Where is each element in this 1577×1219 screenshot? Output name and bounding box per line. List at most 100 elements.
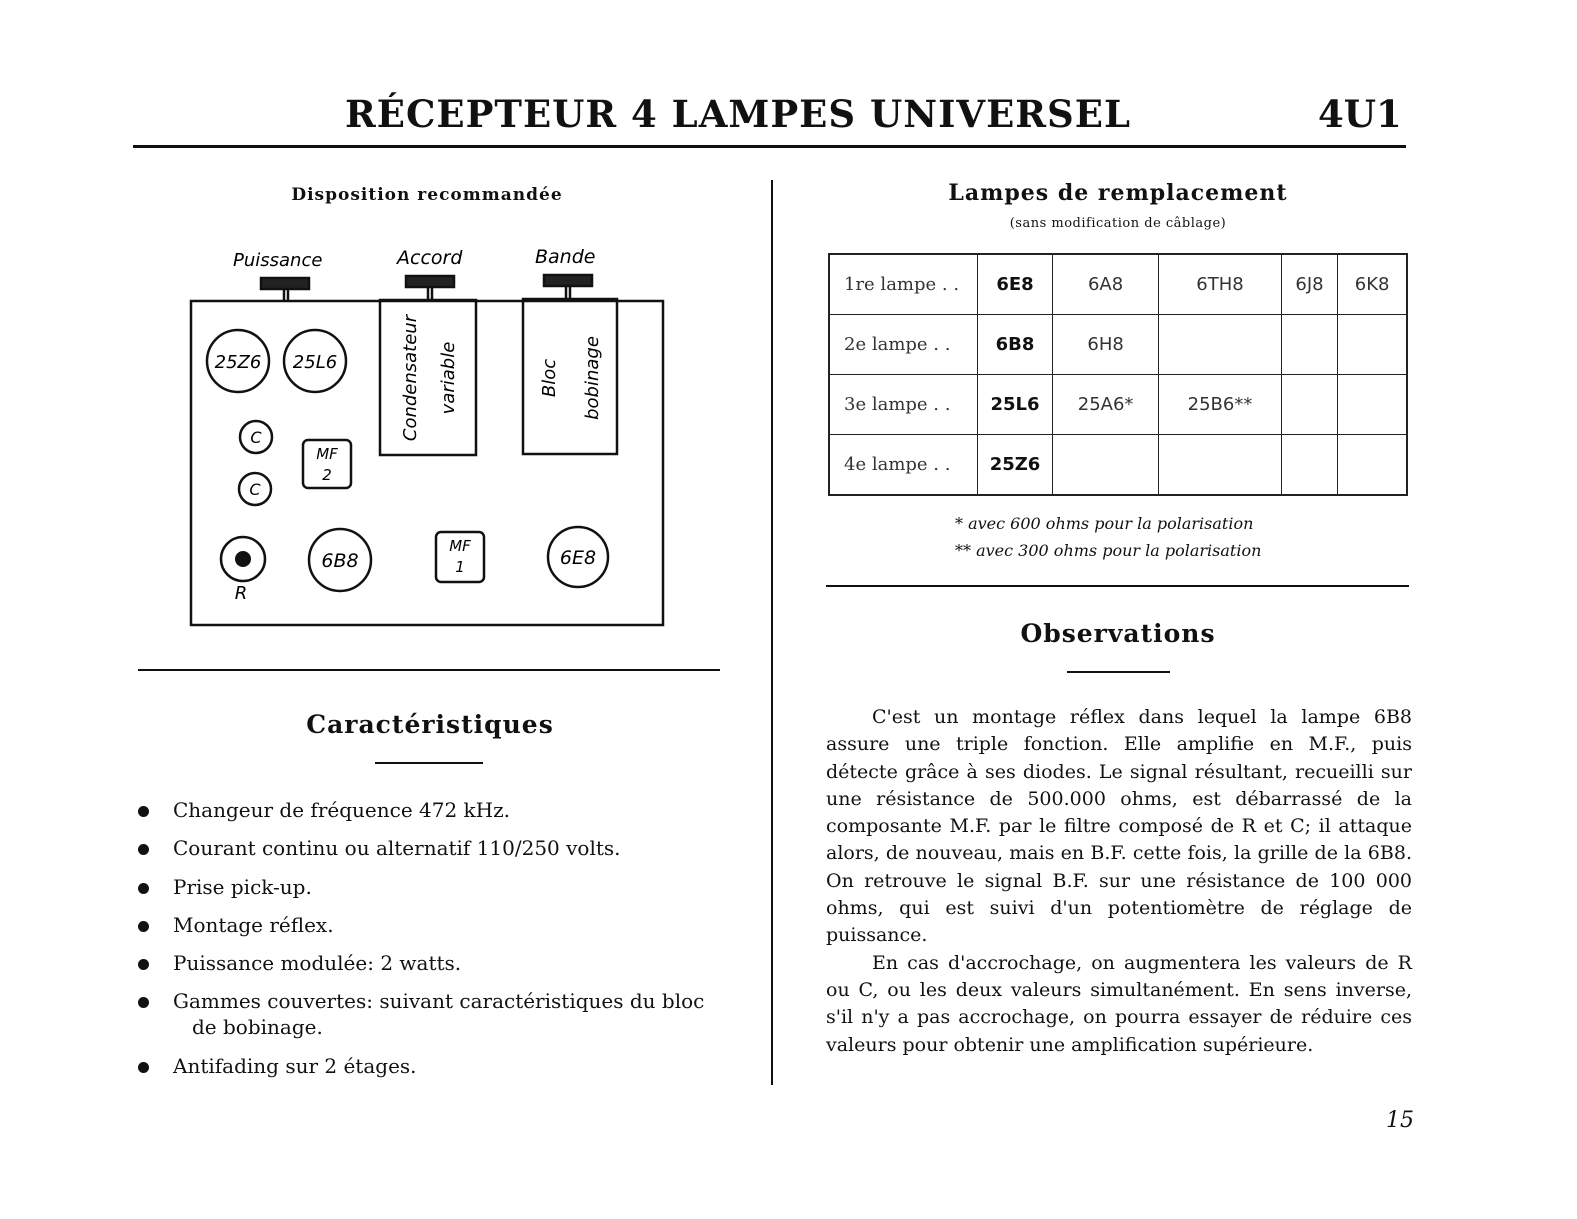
label-puissance: Puissance: [233, 250, 322, 271]
knob-bande-icon: [542, 273, 594, 299]
bullet-icon: [138, 921, 149, 932]
table-cell: 6B8: [977, 314, 1053, 375]
mf2-label: 2: [322, 466, 332, 484]
paragraph: C'est un montage réflex dans lequel la l…: [826, 706, 1412, 947]
table-row: 4e lampe . . 25Z6: [829, 434, 1408, 496]
table-cell: 25A6*: [1052, 374, 1160, 435]
list-item: Puissance modulée: 2 watts.: [138, 950, 461, 976]
layout-diagram: Puissance Accord Bande 25Z6 25L6 6B8 6E8…: [189, 246, 665, 627]
tube-label: 25L6: [293, 352, 337, 373]
row-label: 1re lampe . .: [829, 254, 978, 316]
table-cell: [1281, 434, 1339, 496]
paragraph: En cas d'accrochage, on augmentera les v…: [826, 951, 1412, 1056]
label-bande: Bande: [535, 246, 595, 268]
page-number: 15: [1386, 1108, 1414, 1133]
item-text: Montage réflex.: [173, 913, 334, 937]
table-cell: [1158, 434, 1282, 496]
bullet-icon: [138, 844, 149, 855]
bullet-icon: [138, 1062, 149, 1073]
capacitor-1: [238, 419, 274, 455]
list-item: Courant continu ou alternatif 110/250 vo…: [138, 835, 621, 861]
tube-25z6: [205, 328, 271, 394]
tube-25l6: [282, 328, 348, 394]
list-item: Gammes couvertes: suivant caractéristiqu…: [138, 988, 704, 1040]
row-label: 4e lampe . .: [829, 434, 978, 496]
capacitor-2: [237, 471, 273, 507]
tube-label: 25Z6: [215, 352, 262, 373]
condensateur-box: [378, 298, 478, 457]
table-cell: [1052, 434, 1160, 496]
tube-label: 6B8: [321, 550, 358, 572]
diagram-heading: Disposition recommandée: [291, 185, 563, 205]
row-label: 2e lampe . .: [829, 314, 978, 375]
mf1-transformer: [434, 530, 486, 584]
item-text: Courant continu ou alternatif 110/250 vo…: [173, 836, 621, 860]
item-text-continued: de bobinage.: [192, 1015, 323, 1039]
table-cell: 25Z6: [977, 434, 1053, 496]
heading-underline: [1067, 671, 1170, 673]
mf1-label: MF: [449, 537, 471, 555]
header-rule: [133, 145, 1406, 148]
label-accord: Accord: [395, 247, 463, 269]
table-cell: [1337, 374, 1408, 435]
table-cell: 25L6: [977, 374, 1053, 435]
section-rule: [138, 669, 720, 671]
observations-heading: Observations: [1020, 619, 1216, 648]
item-text: Prise pick-up.: [173, 875, 312, 899]
caracteristiques-heading: Caractéristiques: [306, 710, 554, 739]
model-code: 4U1: [1318, 92, 1402, 136]
section-rule: [826, 585, 1409, 587]
table-cell: 6TH8: [1158, 254, 1282, 316]
item-text: Changeur de fréquence 472 kHz.: [173, 798, 511, 822]
page-title: RÉCEPTEUR 4 LAMPES UNIVERSEL: [345, 92, 1131, 136]
table-row: 1re lampe . . 6E8 6A8 6TH8 6J8 6K8: [829, 254, 1408, 316]
bullet-icon: [138, 806, 149, 817]
list-item: Prise pick-up.: [138, 874, 312, 900]
tube-6e8: [546, 525, 610, 589]
column-divider: [771, 180, 773, 1085]
resistor-r: [219, 535, 267, 583]
replacement-table: 1re lampe . . 6E8 6A8 6TH8 6J8 6K8 2e lampe .…: [828, 253, 1408, 496]
bloc-label: bobinage: [582, 336, 603, 420]
knob-puissance-icon: [259, 276, 311, 301]
row-label: 3e lampe . .: [829, 374, 978, 435]
observations-text: C'est un montage réflex dans lequel la l…: [826, 704, 1412, 1059]
list-item: Montage réflex.: [138, 912, 334, 938]
lampes-heading: Lampes de remplacement: [948, 180, 1288, 206]
capacitor-label: C: [250, 428, 262, 447]
footnote: * avec 600 ohms pour la polarisation: [955, 514, 1254, 533]
table-cell: 6A8: [1052, 254, 1160, 316]
table-cell: 6K8: [1337, 254, 1408, 316]
bullet-icon: [138, 997, 149, 1008]
capacitor-label: C: [249, 480, 261, 499]
table-cell: 6J8: [1281, 254, 1339, 316]
item-text: Antifading sur 2 étages.: [173, 1054, 417, 1078]
table-row: 2e lampe . . 6B8 6H8: [829, 314, 1408, 375]
tube-label: 6E8: [560, 547, 596, 569]
table-cell: [1281, 314, 1339, 375]
mf2-label: MF: [316, 445, 338, 463]
list-item: Antifading sur 2 étages.: [138, 1053, 417, 1079]
table-cell: [1281, 374, 1339, 435]
item-text: Puissance modulée: 2 watts.: [173, 951, 462, 975]
list-item: Changeur de fréquence 472 kHz.: [138, 797, 510, 823]
tube-6b8: [307, 527, 373, 593]
knob-accord-icon: [404, 274, 456, 301]
condensateur-label: variable: [438, 342, 459, 415]
table-row: 3e lampe . . 25L6 25A6* 25B6**: [829, 374, 1408, 435]
mf1-label: 1: [455, 558, 465, 576]
lampes-subheading: (sans modification de câblage): [1009, 216, 1227, 231]
condensateur-label: Condensateur: [400, 313, 421, 441]
table-cell: 6E8: [977, 254, 1053, 316]
footnote: ** avec 300 ohms pour la polarisation: [955, 541, 1262, 560]
bullet-icon: [138, 883, 149, 894]
table-cell: 25B6**: [1158, 374, 1282, 435]
mf2-transformer: [301, 438, 353, 490]
bloc-box: [521, 297, 619, 456]
table-cell: [1337, 434, 1408, 496]
table-cell: [1158, 314, 1282, 375]
bloc-label: Bloc: [539, 359, 560, 397]
resistor-label: R: [235, 583, 248, 604]
table-cell: [1337, 314, 1408, 375]
bullet-icon: [138, 959, 149, 970]
